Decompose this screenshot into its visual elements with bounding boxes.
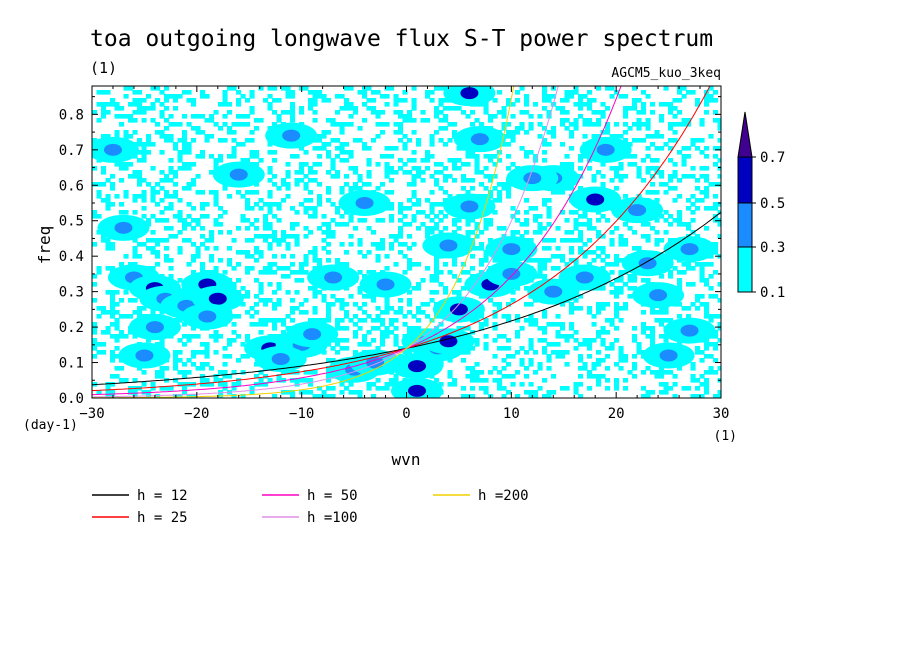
y-tick-label: 0.7 <box>59 143 84 159</box>
legend-label: h =200 <box>478 488 529 504</box>
legend-label: h = 12 <box>137 488 188 504</box>
colorbar-label: 0.5 <box>760 196 785 212</box>
dispersion-curve-h50 <box>92 86 622 396</box>
contour-peak <box>453 305 464 313</box>
x-tick-label: −20 <box>184 406 209 422</box>
contour-core <box>628 204 647 217</box>
contour-core <box>135 349 154 362</box>
contour-peak <box>411 362 422 370</box>
y-axis-unit: (day-1) <box>23 418 78 433</box>
contour-core <box>355 197 374 209</box>
contour-core <box>145 321 164 334</box>
contour-core <box>324 271 343 284</box>
x-tick-label: 30 <box>713 406 730 422</box>
contour-peak <box>411 387 422 395</box>
y-tick-label: 0.2 <box>59 320 84 336</box>
contour-core <box>659 349 678 362</box>
colorbar-label: 0.3 <box>760 240 785 256</box>
contour-core <box>198 310 217 323</box>
contour-core <box>282 129 301 142</box>
x-axis-unit: (1) <box>714 429 737 444</box>
x-tick-label: 10 <box>503 406 520 422</box>
dispersion-curve-h200 <box>92 86 515 398</box>
legend-label: h =100 <box>307 510 358 526</box>
colorbar-extend-triangle <box>737 111 753 158</box>
x-tick-label: −30 <box>79 406 104 422</box>
colorbar-segment <box>737 246 753 293</box>
chart-title: toa outgoing longwave flux S-T power spe… <box>90 26 713 52</box>
contour-core <box>575 271 594 284</box>
x-tick-label: 0 <box>402 406 410 422</box>
x-tick-label: 20 <box>608 406 625 422</box>
dispersion-curve-h100 <box>92 86 559 398</box>
contour-core <box>502 243 521 256</box>
contour-core <box>649 289 668 302</box>
x-axis: −30 −20 −10 0 10 20 30 <box>79 86 729 422</box>
contour-core <box>680 243 699 256</box>
contour-peak <box>590 195 601 203</box>
colorbar-segment <box>737 202 753 248</box>
colorbar: 0.1 0.3 0.5 0.7 <box>737 111 785 301</box>
contour-core <box>229 168 248 181</box>
contour-core <box>680 324 699 337</box>
y-tick-label: 0.5 <box>59 214 84 230</box>
y-tick-label: 0.1 <box>59 356 84 372</box>
contour-core <box>439 239 458 252</box>
contour-core <box>376 278 395 291</box>
contour-core <box>523 172 542 185</box>
contour-peak <box>202 281 213 289</box>
contour-core <box>303 328 322 341</box>
chart-subtitle-right: AGCM5_kuo_3keq <box>611 66 721 81</box>
dispersion-curves <box>92 86 721 398</box>
y-axis-label: freq <box>35 226 54 265</box>
x-axis-label: wvn <box>392 450 421 469</box>
y-tick-label: 0.4 <box>59 249 84 265</box>
plot-area <box>92 86 721 398</box>
contour-peak <box>464 89 475 97</box>
y-tick-label: 0.0 <box>59 391 84 407</box>
legend-label: h = 25 <box>137 510 188 526</box>
contour-core <box>114 221 133 234</box>
contour-core <box>596 143 615 156</box>
chart-subtitle-left: (1) <box>90 59 117 77</box>
contour-core <box>103 143 122 156</box>
contour-core <box>460 200 479 213</box>
colorbar-label: 0.7 <box>760 150 785 166</box>
contour-core <box>470 133 489 146</box>
contour-core <box>638 257 657 270</box>
colorbar-segment <box>737 156 753 204</box>
y-tick-label: 0.3 <box>59 285 84 301</box>
colorbar-label: 0.1 <box>760 285 785 301</box>
contour-field <box>92 86 721 398</box>
y-tick-label: 0.8 <box>59 107 84 123</box>
contour-core <box>544 285 563 298</box>
legend-label: h = 50 <box>307 488 358 504</box>
legend: h = 12 h = 25 h = 50 h =100 h =200 <box>92 488 529 526</box>
y-axis: 0.0 0.1 0.2 0.3 0.4 0.5 0.6 0.7 0.8 <box>59 96 721 407</box>
x-tick-label: −10 <box>289 406 314 422</box>
contour-peak <box>212 295 223 303</box>
contour-core <box>271 353 290 365</box>
y-tick-label: 0.6 <box>59 178 84 194</box>
